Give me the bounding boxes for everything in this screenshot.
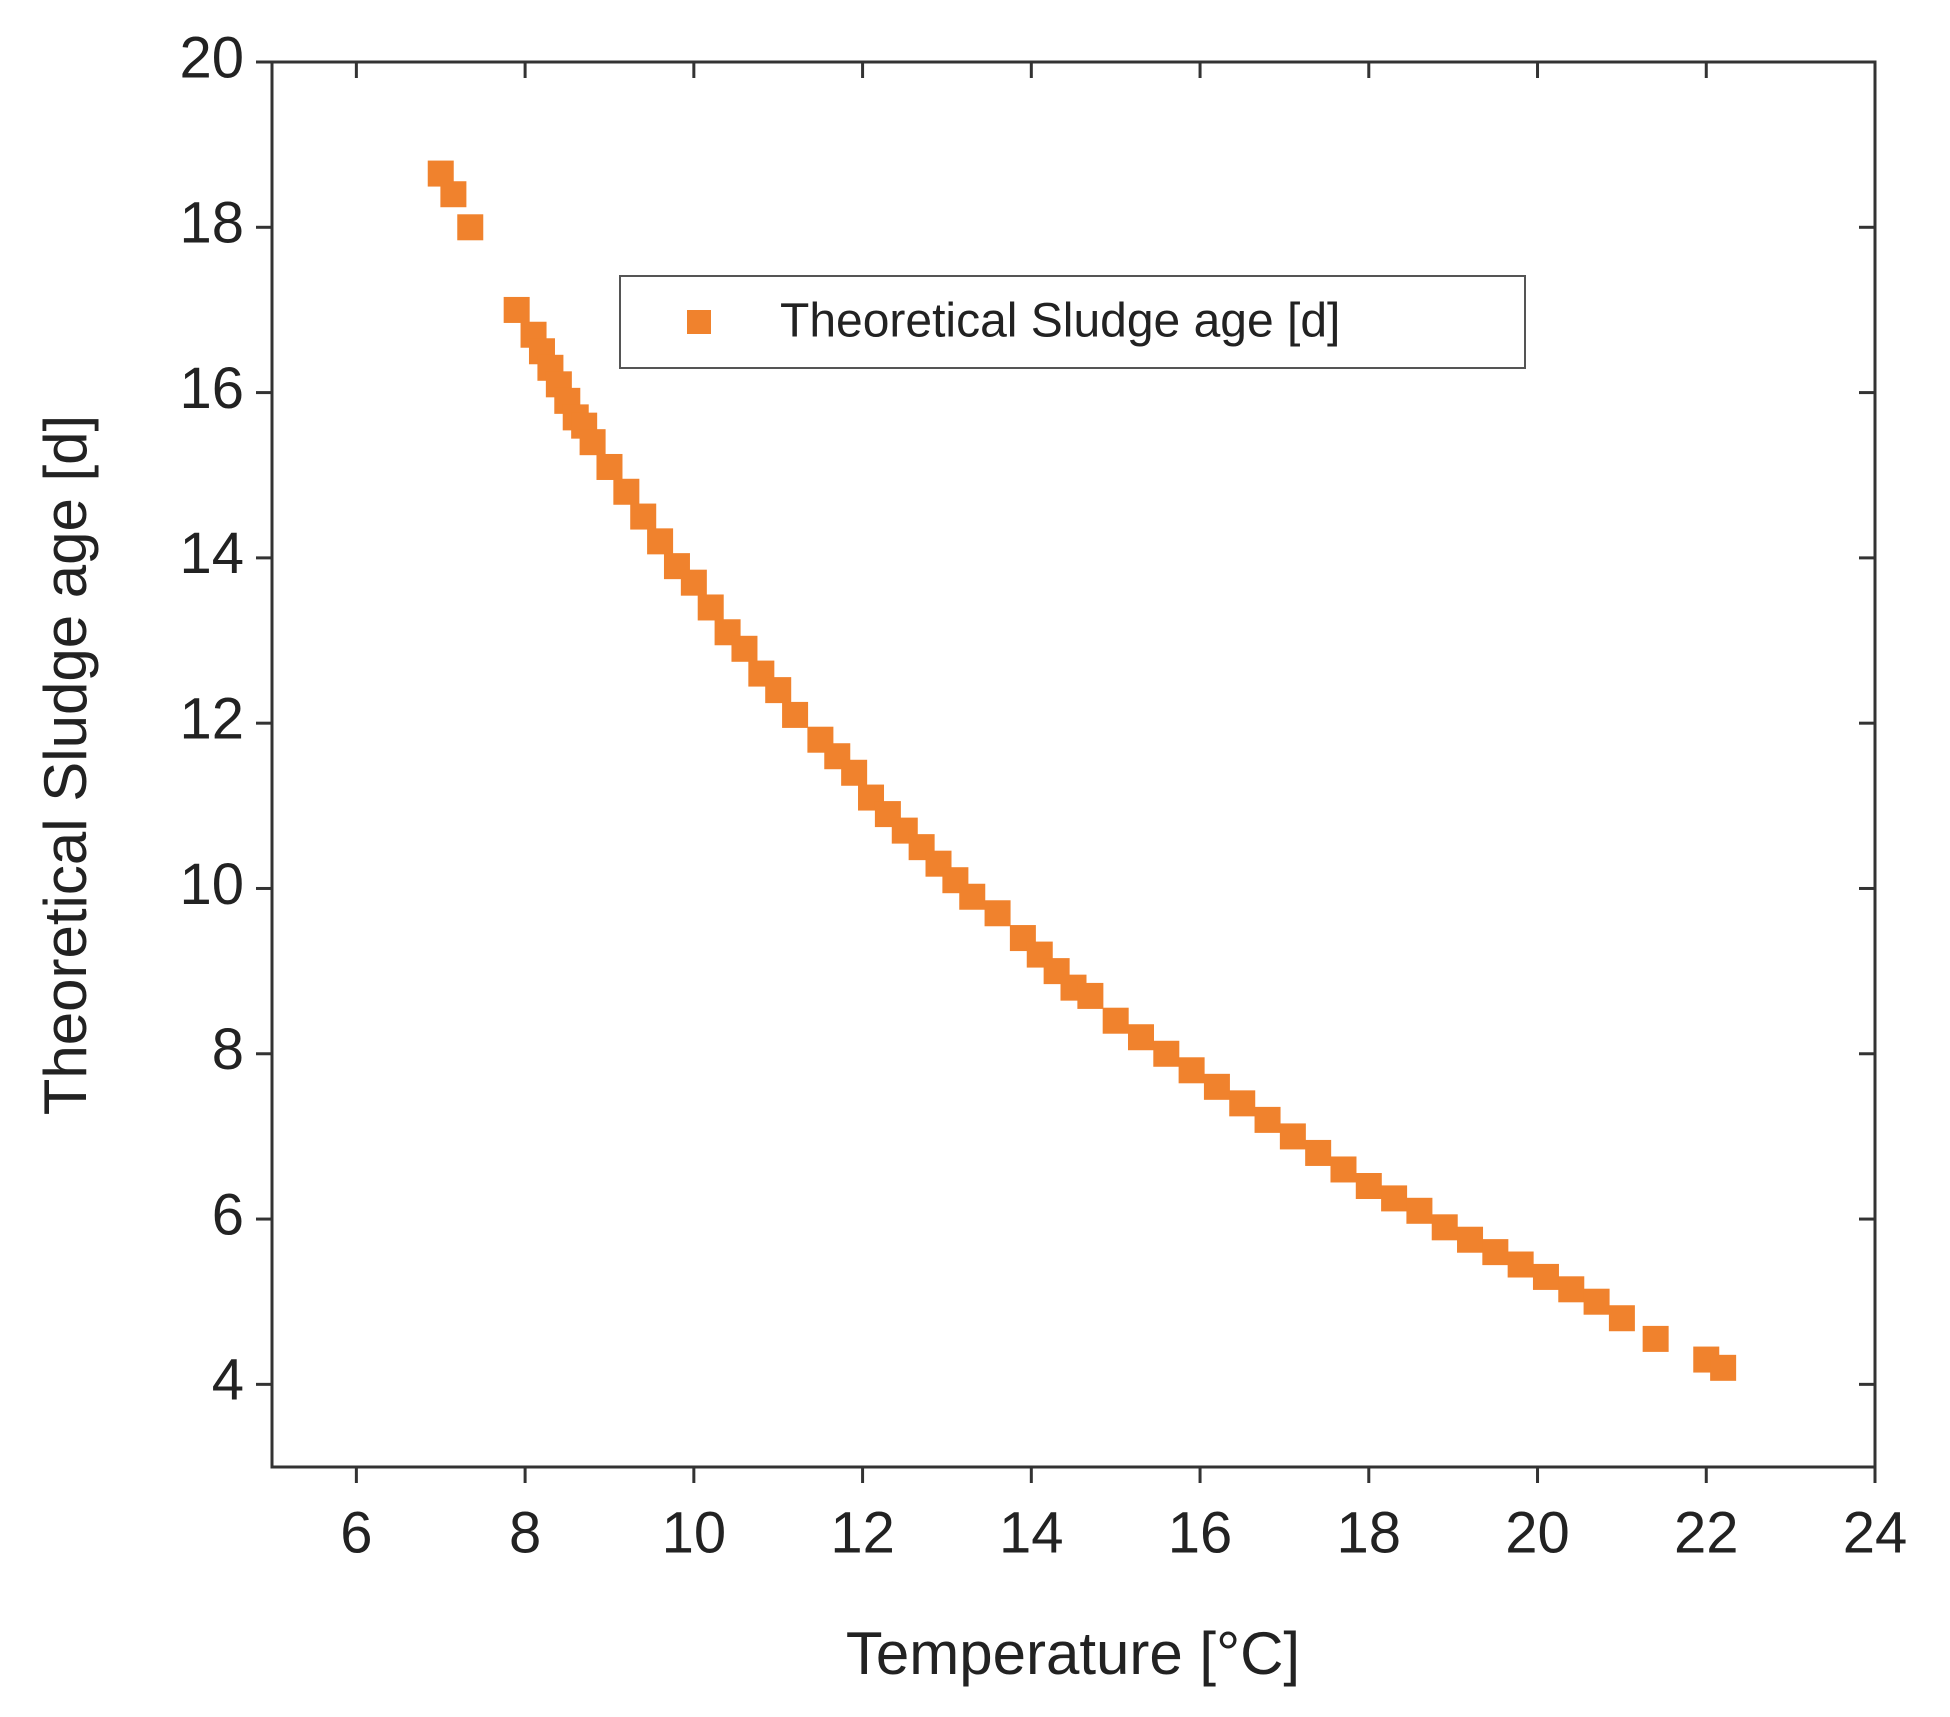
legend-box [619,275,1526,369]
data-point [841,759,868,786]
data-point [457,214,484,241]
data-point [579,429,606,456]
data-point [1583,1288,1610,1315]
data-point [1355,1173,1382,1199]
legend-marker [687,310,711,334]
data-point [1482,1239,1509,1266]
y-tick-label: 10 [179,852,244,917]
y-axis-title: Theoretical Sludge age [d] [32,415,99,1115]
y-tick-label: 6 [212,1182,244,1247]
x-tick-label: 12 [830,1500,895,1565]
data-point [984,900,1011,927]
y-tick-label: 4 [212,1348,244,1413]
legend-label: Theoretical Sludge age [d] [780,295,1340,348]
data-point [1330,1156,1357,1183]
data-point [959,883,986,910]
data-point [1178,1057,1205,1084]
data-point [1203,1073,1230,1100]
data-point [440,181,467,208]
data-point [1642,1325,1669,1352]
data-point [647,528,674,555]
y-tick-label: 20 [179,25,244,90]
data-point [1381,1185,1408,1212]
data-point [782,701,809,728]
data-point [1558,1276,1585,1303]
data-point [1229,1090,1256,1117]
y-tick-label: 16 [179,356,244,421]
x-tick-label: 20 [1505,1500,1570,1565]
data-point [1431,1214,1458,1241]
x-tick-label: 6 [340,1500,372,1565]
x-tick-label: 8 [509,1500,541,1565]
data-point [1532,1263,1559,1290]
x-axis-title: Temperature [°C] [846,1620,1300,1687]
data-point [1457,1226,1484,1253]
x-tick-label: 16 [1168,1500,1233,1565]
x-tick-label: 24 [1843,1500,1908,1565]
data-point [1279,1123,1306,1150]
data-point [1127,1024,1154,1051]
data-point [503,296,530,323]
data-point [1507,1251,1534,1278]
x-tick-label: 10 [662,1500,727,1565]
data-point [1608,1305,1635,1332]
y-tick-label: 14 [179,521,244,586]
plot-frame [270,60,1877,1469]
data-point [680,569,707,596]
data-point [1406,1197,1433,1224]
y-tick-label: 18 [179,191,244,256]
y-tick-label: 12 [179,687,244,752]
data-point [596,453,623,480]
y-tick-label: 8 [212,1017,244,1082]
x-tick-label: 18 [1337,1500,1402,1565]
data-point [731,635,758,662]
data-point [1254,1106,1281,1133]
x-tick-label: 22 [1674,1500,1739,1565]
data-point [1710,1354,1737,1381]
data-point [630,503,657,530]
data-point [613,478,640,505]
data-point [1153,1040,1180,1067]
data-point [1102,1007,1129,1034]
data-point [1305,1139,1332,1166]
data-point [765,677,792,704]
data-point [697,594,724,621]
x-tick-label: 14 [999,1500,1064,1565]
data-point [1077,982,1104,1009]
